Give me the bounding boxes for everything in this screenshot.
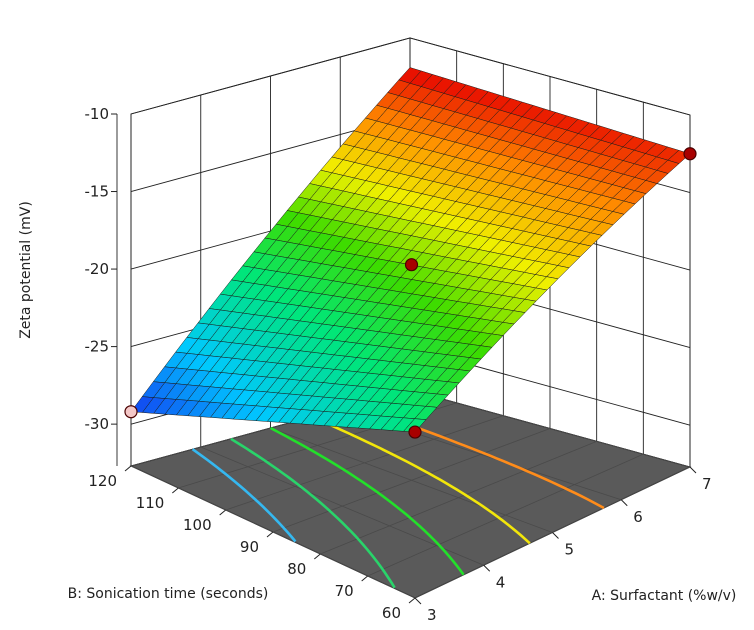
floor-gridline bbox=[272, 428, 551, 533]
x-tick-mark bbox=[552, 532, 559, 539]
x-tick-mark bbox=[620, 499, 628, 507]
y-tick-label: 70 bbox=[335, 582, 354, 600]
y-tick-mark bbox=[361, 575, 368, 582]
contour-line bbox=[311, 415, 531, 545]
y-tick-label: 80 bbox=[287, 560, 306, 578]
x-tick-mark bbox=[689, 466, 697, 474]
y-tick-label: 90 bbox=[240, 538, 259, 556]
y-tick-label: 60 bbox=[382, 604, 401, 622]
y-tick-mark bbox=[314, 553, 321, 560]
z-axis-label: Zeta potential (mV) bbox=[18, 201, 34, 339]
contour-line bbox=[269, 426, 465, 576]
tick-labels: -10 -15 -20 -25 -30 60 70 80 90 100 110 120 3 4 5 6 7 bbox=[85, 105, 712, 624]
response-surface bbox=[130, 67, 691, 433]
design-point bbox=[683, 147, 697, 161]
y-tick-mark bbox=[408, 597, 416, 604]
y-tick-label: 110 bbox=[136, 494, 165, 512]
z-tick-label: -30 bbox=[85, 415, 110, 433]
z-tick-label: -10 bbox=[85, 105, 110, 123]
x-tick-label: 7 bbox=[702, 475, 712, 493]
y-tick-mark bbox=[266, 531, 274, 538]
floor-gridline bbox=[320, 440, 597, 555]
y-axis-label: B: Sonication time (seconds) bbox=[68, 586, 269, 602]
design-point bbox=[404, 258, 419, 272]
y-tick-label: 120 bbox=[88, 472, 117, 490]
design-point bbox=[124, 405, 138, 419]
x-tick-mark bbox=[414, 597, 422, 605]
contour-line bbox=[191, 448, 297, 543]
x-tick-mark bbox=[483, 564, 491, 572]
surface-cell bbox=[403, 418, 427, 433]
z-gridline bbox=[130, 37, 691, 116]
y-tick-mark bbox=[172, 487, 179, 494]
design-points bbox=[124, 147, 697, 439]
x-tick-label: 4 bbox=[496, 573, 506, 591]
design-point bbox=[408, 425, 422, 439]
y-tick-mark bbox=[219, 509, 226, 516]
floor-gridline bbox=[367, 453, 644, 577]
z-tick-label: -15 bbox=[85, 183, 110, 201]
x-tick-label: 5 bbox=[565, 541, 575, 559]
y-tick-label: 100 bbox=[183, 516, 212, 534]
y-tick-mark bbox=[124, 465, 132, 472]
floor-gridline bbox=[225, 415, 504, 511]
x-tick-label: 3 bbox=[427, 606, 437, 624]
x-axis-label: A: Surfactant (%w/v) bbox=[592, 588, 737, 604]
contour-line bbox=[230, 437, 396, 589]
z-tick-label: -20 bbox=[85, 260, 110, 278]
x-tick-label: 6 bbox=[633, 508, 643, 526]
z-tick-label: -25 bbox=[85, 338, 110, 356]
